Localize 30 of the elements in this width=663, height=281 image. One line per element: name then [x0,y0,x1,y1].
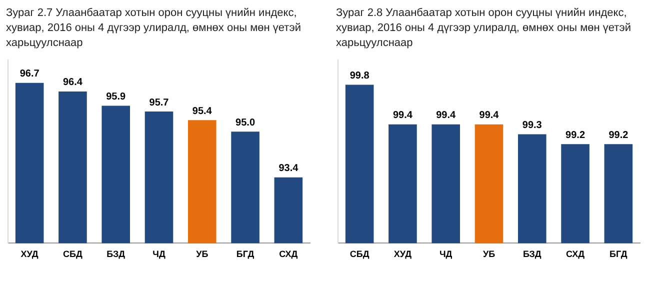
x-tick-label: СХД [279,249,298,260]
data-label: 99.8 [350,70,370,82]
data-label: 95.4 [192,106,212,117]
data-label: 99.4 [392,110,413,122]
data-label: 99.2 [608,130,629,141]
data-label: 95.7 [149,97,170,108]
x-tick-label: УБ [196,249,209,260]
x-tick-label: СХД [566,249,586,260]
data-label: 95.0 [236,117,256,128]
x-tick-label: БГД [236,249,255,260]
x-tick-label: БГД [610,249,628,260]
x-tick-label: СБД [350,249,370,260]
x-tick-label: УБ [482,249,496,260]
x-tick-label: ХУД [394,249,412,260]
data-label: 96.4 [62,77,83,88]
data-label: 99.3 [522,120,542,132]
x-tick-label: ХУД [20,249,39,260]
x-tick-label: БЗД [522,249,542,260]
x-tick-label: СБД [63,249,83,260]
data-label: 99.4 [479,110,500,122]
chart-title: Зураг 2.8 Улаанбаатар хотын орон сууцны үнийн индекс, хувиар, 2016 оны 4 дүгээр улиралд, өмнөх оны мөн үетэй харьцуулснаар [335,6,632,51]
data-label: 99.2 [566,130,586,141]
x-tick-label: ЧД [152,249,166,260]
x-tick-label: ЧД [439,249,453,260]
x-tick-label: БЗД [106,249,126,260]
data-label: 96.7 [20,68,40,80]
data-label: 93.4 [278,163,299,174]
data-label: 95.9 [106,92,126,103]
data-label: 99.4 [436,110,456,122]
chart-title: Зураг 2.7 Улаанбаатар хотын орон сууцны үнийн индекс, хувиар, 2016 оны 4 дүгээр улиралд, өмнөх оны мөн үетэй харьцуулснаар [5,6,302,51]
